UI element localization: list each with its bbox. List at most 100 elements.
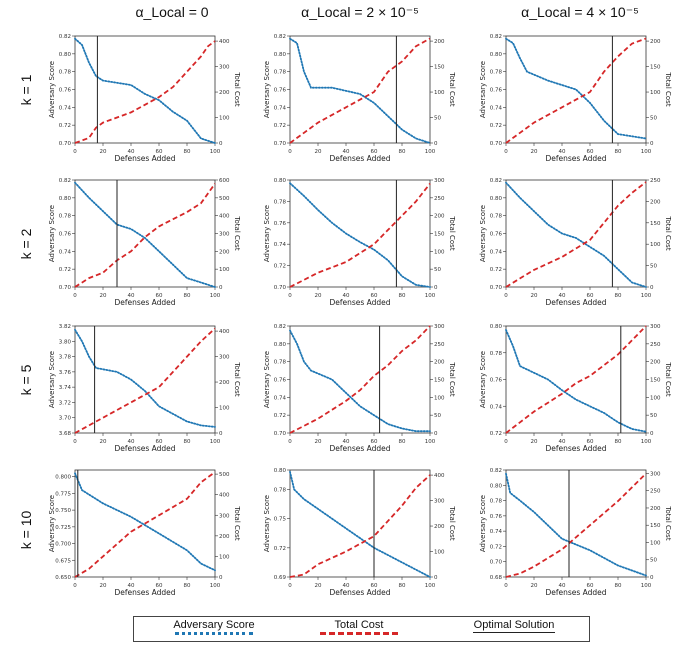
y-tick-label: 0.72 bbox=[59, 123, 71, 129]
y-tick-label: 0.78 bbox=[274, 70, 287, 76]
x-tick-label: 20 bbox=[531, 293, 538, 299]
column-title-2: α_Local = 2 × 10⁻⁵ bbox=[301, 4, 419, 20]
y2-tick-label: 200 bbox=[219, 534, 230, 540]
x-tick-label: 80 bbox=[399, 293, 406, 299]
row-label-k5: k = 5 bbox=[18, 364, 34, 396]
y2-tick-label: 0 bbox=[434, 141, 438, 147]
y2-tick-label: 0 bbox=[219, 141, 223, 147]
x-tick-label: 80 bbox=[399, 583, 406, 589]
y-tick-label: 3.82 bbox=[59, 324, 71, 330]
plot-frame bbox=[505, 469, 647, 578]
adversary-score-line bbox=[289, 329, 431, 433]
adversary-score-line bbox=[505, 181, 647, 288]
plot-frame bbox=[505, 179, 647, 288]
y2-tick-label: 150 bbox=[434, 232, 445, 238]
row-label-k1: k = 1 bbox=[18, 74, 34, 106]
y2-tick-label: 300 bbox=[434, 324, 445, 330]
y-tick-label: 0.70 bbox=[59, 285, 72, 291]
x-tick-label: 20 bbox=[315, 439, 322, 445]
x-axis-label: Defenses Added bbox=[545, 444, 606, 453]
y2-tick-label: 400 bbox=[219, 39, 230, 45]
total-cost-line bbox=[289, 325, 431, 434]
plot-frame bbox=[289, 179, 431, 288]
y-tick-label: 0.82 bbox=[490, 468, 502, 474]
y2-tick-label: 100 bbox=[434, 550, 445, 556]
x-axis-label: Defenses Added bbox=[114, 588, 175, 597]
y-tick-label: 0.80 bbox=[274, 178, 287, 184]
y-tick-label: 0.82 bbox=[59, 34, 71, 40]
y-tick-label: 0.70 bbox=[490, 285, 503, 291]
y-tick-label: 0.82 bbox=[490, 34, 502, 40]
x-tick-label: 100 bbox=[425, 149, 436, 155]
chart-r3c2: 0 20 40 60 80 100 0.70 0.72 0.74 0.76 0.78 0.80 0.82… bbox=[263, 324, 456, 453]
plot-frame bbox=[74, 325, 216, 434]
legend-adversary-line bbox=[175, 632, 253, 635]
y2-tick-label: 250 bbox=[434, 196, 445, 202]
plot-frame bbox=[74, 179, 216, 288]
y2-axis-label: Total Cost bbox=[233, 215, 241, 250]
x-tick-label: 0 bbox=[288, 439, 292, 445]
y-tick-label: 0.74 bbox=[274, 242, 287, 248]
y-tick-label: 0.82 bbox=[59, 178, 71, 184]
plot-frame bbox=[74, 469, 216, 578]
y-tick-label: 0.78 bbox=[274, 360, 287, 366]
y-tick-label: 0.800 bbox=[55, 475, 71, 481]
y-tick-label: 0.78 bbox=[59, 70, 72, 76]
x-tick-label: 100 bbox=[425, 439, 436, 445]
y2-tick-label: 100 bbox=[434, 249, 445, 255]
x-tick-label: 0 bbox=[504, 583, 508, 589]
x-tick-label: 80 bbox=[615, 149, 622, 155]
y2-tick-label: 500 bbox=[219, 472, 230, 478]
adversary-score-line bbox=[289, 182, 431, 288]
x-axis-label: Defenses Added bbox=[545, 298, 606, 307]
legend-optimal-line bbox=[473, 632, 555, 633]
x-tick-label: 80 bbox=[399, 439, 406, 445]
y-tick-label: 3.74 bbox=[59, 385, 72, 391]
y-tick-label: 0.76 bbox=[490, 232, 503, 238]
y-tick-label: 0.78 bbox=[490, 214, 503, 220]
y2-tick-label: 0 bbox=[434, 285, 438, 291]
y-axis-label: Adversary Score bbox=[263, 351, 271, 408]
y2-tick-label: 50 bbox=[434, 116, 441, 122]
x-tick-label: 40 bbox=[343, 293, 350, 299]
x-tick-label: 100 bbox=[641, 149, 652, 155]
x-tick-label: 20 bbox=[100, 439, 107, 445]
y2-tick-label: 400 bbox=[219, 493, 230, 499]
y-tick-label: 0.76 bbox=[59, 88, 72, 94]
y-tick-label: 0.78 bbox=[490, 70, 503, 76]
y-tick-label: 3.72 bbox=[59, 400, 71, 406]
x-axis-label: Defenses Added bbox=[329, 444, 390, 453]
y2-axis-label: Total Cost bbox=[233, 71, 241, 106]
adversary-score-line bbox=[74, 181, 216, 288]
y2-tick-label: 100 bbox=[434, 395, 445, 401]
x-tick-label: 60 bbox=[371, 439, 378, 445]
chart-r2c3: 0 20 40 60 80 100 0.70 0.72 0.74 0.76 0.78 0.80 0.82… bbox=[479, 178, 672, 307]
y2-tick-label: 200 bbox=[219, 380, 230, 386]
x-tick-label: 0 bbox=[288, 293, 292, 299]
x-tick-label: 0 bbox=[504, 149, 508, 155]
plot-frame bbox=[289, 325, 431, 434]
y2-axis-label: Total Cost bbox=[448, 505, 456, 540]
total-cost-line bbox=[74, 471, 216, 578]
y-tick-label: 3.78 bbox=[59, 355, 72, 361]
total-cost-line bbox=[74, 327, 216, 434]
y-tick-label: 0.70 bbox=[490, 141, 503, 147]
y2-tick-label: 150 bbox=[650, 65, 661, 71]
y-tick-label: 0.700 bbox=[55, 542, 71, 548]
y-axis-label: Adversary Score bbox=[263, 205, 271, 262]
y2-tick-label: 200 bbox=[434, 360, 445, 366]
y-tick-label: 0.78 bbox=[490, 351, 503, 357]
y2-axis-label: Total Cost bbox=[664, 215, 672, 250]
y-tick-label: 0.76 bbox=[274, 378, 287, 384]
y-tick-label: 0.750 bbox=[55, 508, 71, 514]
x-tick-label: 0 bbox=[73, 293, 77, 299]
y-tick-label: 0.69 bbox=[274, 575, 287, 581]
y2-tick-label: 100 bbox=[650, 395, 661, 401]
y2-tick-label: 50 bbox=[434, 267, 441, 273]
y2-tick-label: 0 bbox=[650, 141, 654, 147]
total-cost-line bbox=[505, 472, 647, 578]
y-tick-label: 0.74 bbox=[490, 105, 503, 111]
y2-tick-label: 100 bbox=[219, 554, 230, 560]
x-tick-label: 60 bbox=[156, 439, 163, 445]
y2-tick-label: 250 bbox=[434, 342, 445, 348]
